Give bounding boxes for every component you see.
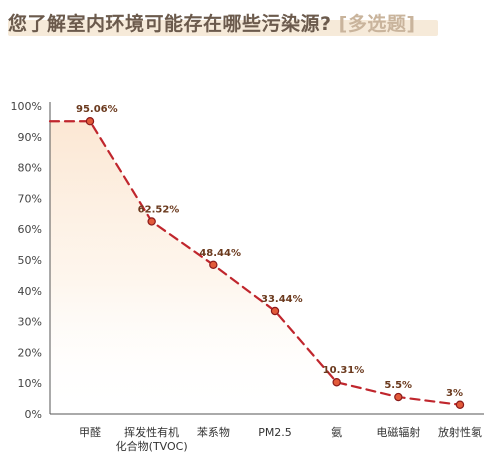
data-label: 48.44% <box>199 248 241 259</box>
question-type-tag: [多选题] <box>338 12 416 35</box>
y-tick-label: 80% <box>18 162 42 175</box>
x-category-label-line: 甲醛 <box>79 425 101 439</box>
y-tick-label: 30% <box>18 316 42 329</box>
y-tick-label: 60% <box>18 223 42 236</box>
data-point <box>394 392 403 402</box>
axes <box>49 102 484 415</box>
x-category-label: PM2.5 <box>258 426 292 439</box>
title-text: 您了解室内环境可能存在哪些污染源? <box>8 12 332 35</box>
x-category-label-line: 苯系物 <box>197 425 230 439</box>
y-tick-label: 0% <box>25 408 42 421</box>
data-label: 10.31% <box>323 365 365 376</box>
data-point <box>147 217 156 226</box>
x-category-label: 挥发性有机化合物(TVOC) <box>116 425 188 453</box>
data-labels: 95.06% 62.52% 48.44% 33.44% 10.31% 5.5% 3% <box>76 104 463 399</box>
chart-title: 您了解室内环境可能存在哪些污染源? [多选题] <box>8 9 416 36</box>
data-points <box>85 117 465 409</box>
series-line-layer <box>48 120 462 406</box>
data-label: 62.52% <box>138 204 180 215</box>
x-category-label-line: 挥发性有机 <box>124 425 179 439</box>
x-category-label: 电磁辐射 <box>376 425 420 439</box>
x-category-label-line: 电磁辐射 <box>376 425 420 439</box>
chart-header: 您了解室内环境可能存在哪些污染源? [多选题] <box>8 6 448 38</box>
y-tick-label: 20% <box>18 346 42 359</box>
y-tick-label: 70% <box>18 192 42 205</box>
x-axis-categories: 甲醛 挥发性有机化合物(TVOC) 苯系物 PM2.5 氨 电磁辐射 放射性氡 <box>79 425 482 453</box>
data-point <box>270 306 280 316</box>
x-category-label: 甲醛 <box>79 425 101 439</box>
x-category-label-line: 化合物(TVOC) <box>116 439 188 453</box>
data-label: 95.06% <box>76 104 118 115</box>
y-tick-label: 40% <box>18 285 42 298</box>
y-tick-label: 10% <box>18 377 42 390</box>
data-label: 5.5% <box>384 380 412 391</box>
data-point <box>455 400 465 409</box>
area-fill-layer <box>50 121 460 414</box>
y-tick-label: 100% <box>11 100 42 113</box>
x-category-label: 放射性氡 <box>438 425 482 439</box>
y-tick-label: 50% <box>18 254 42 267</box>
data-point <box>332 378 341 387</box>
y-tick-label: 90% <box>18 131 42 144</box>
x-category-label-line: 放射性氡 <box>438 425 482 439</box>
data-label: 3% <box>446 388 463 399</box>
x-category-label: 苯系物 <box>197 425 230 439</box>
data-point <box>209 260 218 270</box>
x-category-label-line: PM2.5 <box>258 426 292 439</box>
x-category-label: 氨 <box>331 426 342 439</box>
x-category-label-line: 氨 <box>331 426 342 439</box>
area-fill <box>50 121 460 414</box>
data-point <box>85 117 95 126</box>
series-line <box>48 120 462 406</box>
y-axis-ticks: 0% 10% 20% 30% 40% 50% 60% 70% 80% 90% 100% <box>11 100 42 421</box>
data-label: 33.44% <box>261 294 303 305</box>
title-highlight-band <box>8 20 438 36</box>
